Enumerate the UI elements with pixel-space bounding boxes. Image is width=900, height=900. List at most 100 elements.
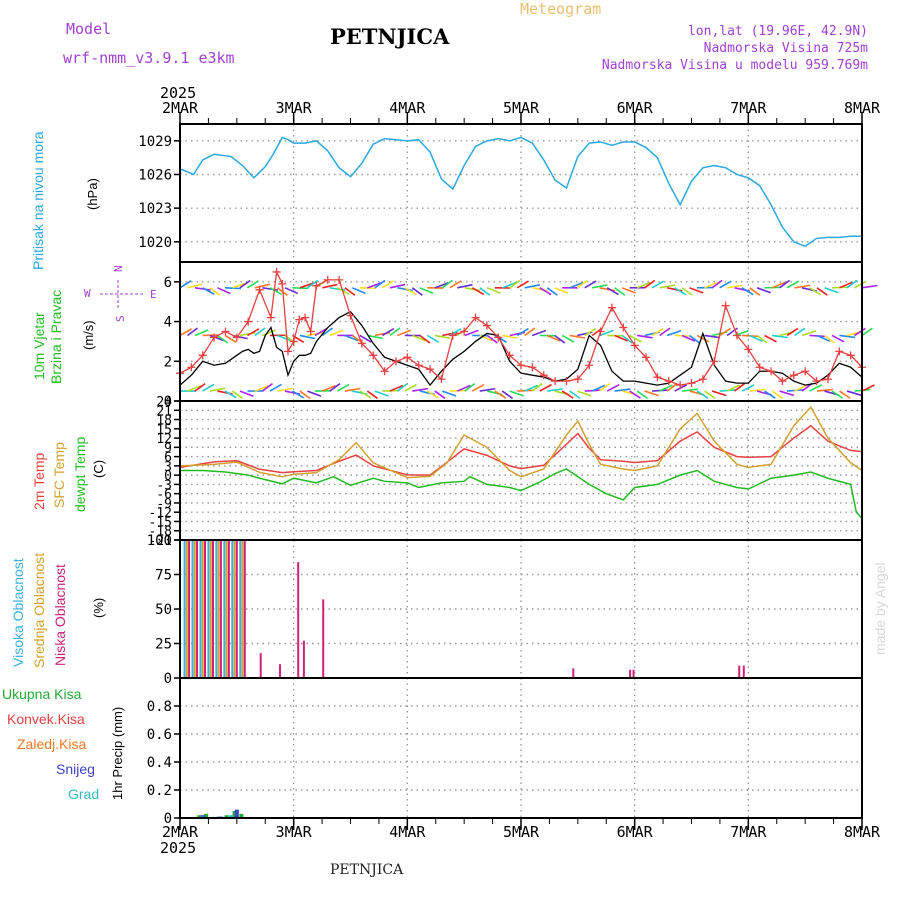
precip-tick-label: 0.4 xyxy=(147,755,172,771)
wind-barb xyxy=(329,382,341,392)
wind-barb xyxy=(494,390,507,399)
precip-total-bar xyxy=(204,813,209,818)
year-bottom: 2025 xyxy=(160,839,197,857)
wind-barb xyxy=(209,287,221,296)
wind-barb xyxy=(629,390,641,399)
compass-cross xyxy=(100,280,144,310)
wind-barb xyxy=(592,284,608,289)
wind-gust-marker xyxy=(471,313,480,322)
wind-barb xyxy=(486,287,501,294)
wind-barb xyxy=(636,390,649,400)
wind-barb xyxy=(726,327,738,337)
wind-barb xyxy=(561,390,574,399)
wind-barb xyxy=(344,287,356,296)
wind-barb xyxy=(299,390,311,400)
wind-barb xyxy=(749,334,763,342)
wind-barb xyxy=(621,334,633,344)
wind-barb xyxy=(194,329,209,337)
wind-gust-marker xyxy=(835,347,844,356)
wind-barb xyxy=(741,287,754,296)
wind-barb xyxy=(352,287,366,295)
wind-barb xyxy=(621,287,636,294)
wind-barb xyxy=(576,279,588,289)
cloud-tick-label: 25 xyxy=(155,637,172,653)
precip-total-bar xyxy=(224,815,229,818)
wind-barb xyxy=(824,287,839,294)
wind-barb xyxy=(426,390,439,399)
pressure-tick-label: 1029 xyxy=(138,134,172,150)
temp-tick-label: -6 xyxy=(156,488,172,503)
wind-gust-marker xyxy=(732,331,741,340)
wind-barb xyxy=(734,382,746,392)
wind-barb xyxy=(464,329,479,337)
wind-gust-marker xyxy=(823,375,832,384)
wind-barb xyxy=(794,384,808,392)
wind-barb xyxy=(824,334,835,344)
wind-gust-marker xyxy=(278,279,287,288)
wind-barb xyxy=(726,284,743,289)
wind-barb xyxy=(674,287,687,296)
wind-barb xyxy=(202,383,215,392)
wind-barb xyxy=(239,390,254,397)
wind-gust-marker xyxy=(517,361,525,370)
wind-barb xyxy=(539,383,552,392)
wind-gust-marker xyxy=(664,377,673,386)
wind-barb xyxy=(861,327,873,337)
wind-sublabel: Brzina i Pravac xyxy=(48,289,64,384)
wind-barb xyxy=(516,327,529,337)
wind-barb xyxy=(269,287,283,296)
wind-barb xyxy=(771,390,784,399)
wind-barb xyxy=(779,390,795,397)
wind-barb xyxy=(794,284,811,289)
temp-sfc-line xyxy=(179,405,863,479)
pressure-line xyxy=(179,136,862,248)
temp-dew-line xyxy=(180,468,863,519)
wind-barb xyxy=(659,384,673,392)
sfc-temp-label: SFC Temp xyxy=(51,442,67,508)
wind-barb xyxy=(479,387,496,392)
wind-barb xyxy=(449,280,462,289)
wind-barb xyxy=(591,384,606,392)
top-day-label: 6MAR xyxy=(617,99,654,117)
wind-barb xyxy=(546,287,558,296)
wind-barb xyxy=(456,384,471,392)
temp-tick-label: 18 xyxy=(156,414,172,429)
bottom-day-label: 8MAR xyxy=(844,823,881,841)
wind-barb xyxy=(539,287,552,296)
wind-gust-marker xyxy=(391,357,400,366)
wind-barb xyxy=(749,287,761,296)
precip-snow-bar xyxy=(234,809,239,818)
wind-gust-marker xyxy=(721,301,730,310)
wind-barb xyxy=(547,388,563,392)
wind-barb xyxy=(209,387,226,392)
wind-barb xyxy=(381,328,395,337)
wind-barb xyxy=(232,282,247,289)
wind-gust-marker xyxy=(505,351,514,360)
wind-barb xyxy=(404,287,417,296)
wind-barb xyxy=(816,334,831,343)
wind-barb xyxy=(516,280,529,289)
temp-tick-label: -12 xyxy=(149,506,172,521)
wind-gust-marker xyxy=(306,327,315,336)
precip-panel-frame xyxy=(179,677,863,819)
wind-barb xyxy=(636,281,651,289)
bottom-day-label: 6MAR xyxy=(617,823,654,841)
pressure-tick-label: 1020 xyxy=(138,235,172,251)
wind-gust-marker xyxy=(551,377,560,386)
wind-barb xyxy=(254,384,269,392)
wind-barb xyxy=(464,382,476,392)
wind-barb xyxy=(614,334,629,342)
hail-label: Grad xyxy=(68,786,100,802)
wind-barb xyxy=(277,387,293,392)
cloud-unit: (%) xyxy=(91,597,106,618)
wind-barb xyxy=(569,334,586,339)
wind-barb xyxy=(231,390,244,400)
wind-barb xyxy=(239,279,251,289)
wind-barb xyxy=(651,280,665,289)
wind-gust-marker xyxy=(335,275,344,284)
wind-barb xyxy=(284,287,299,295)
wind-barb xyxy=(344,387,361,392)
wind-barb xyxy=(681,334,696,342)
wind-barb xyxy=(809,287,822,296)
wind-barb xyxy=(839,334,856,339)
